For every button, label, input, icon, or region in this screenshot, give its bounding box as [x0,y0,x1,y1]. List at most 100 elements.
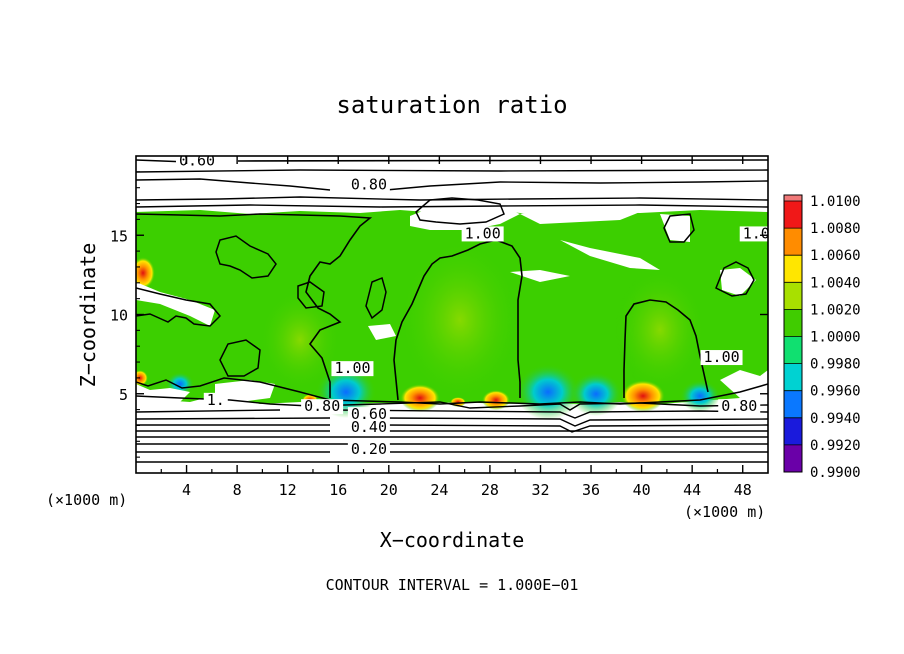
colorbar-label: 0.9900 [810,465,861,481]
plot-area: 0.600.801.00 1.001.001.001. 0.80 0.600.400.… [136,152,779,473]
colorbar-swatch [784,201,802,229]
contour-labels: 0.600.801.00 1.001.001.001. 0.80 0.600.400.… [175,152,779,458]
contour-label: 0.20 [351,440,387,458]
contour-label: 0.60 [179,152,215,170]
contour-label: 0.40 [351,418,387,436]
colorbar-swatch [784,282,802,310]
contour-line [136,196,768,201]
chart-title: saturation ratio [336,91,567,119]
contour-label-bg [739,226,768,242]
contour-label: 1.00 [334,359,370,377]
contour-line [136,377,768,405]
colorbar: 0.9900 0.9920 0.9940 0.9960 0.9980 1.0000 1.00… [783,194,861,481]
contour-label: 1.00 [704,348,740,366]
y-tick-label: 10 [110,307,128,325]
contour-label: 0.80 [304,397,340,415]
contour-label: 1.00 [743,224,779,242]
x-tick-label: 28 [481,481,499,499]
colorbar-label: 1.0060 [810,248,861,264]
colorbar-swatch [784,390,802,418]
x-axis: 4 8 12 16 20 24 28 32 36 40 44 48 [160,156,752,499]
colorbar-label: 0.9960 [810,384,861,400]
contour-label: 1.00 [465,224,501,242]
contour-label: 0.60 [351,405,387,423]
contour-line [219,339,261,377]
contour-label-bg [347,407,390,423]
colorbar-label: 0.9920 [810,438,861,454]
contour-label-bg [301,399,344,415]
x-axis-unit-right: (×1000 m) [684,503,765,521]
contour-line [215,235,277,279]
x-tick-label: 20 [380,481,398,499]
y-axis: 5 10 15 [110,171,768,458]
x-axis-label: X−coordinate [380,528,525,552]
contour-line [715,261,755,297]
colorbar-swatch [784,309,802,337]
contour-label-bg [461,226,504,242]
contour-line [297,281,325,309]
x-tick-label: 8 [233,481,242,499]
colorbar-swatch [784,444,802,472]
colorbar-swatch [784,417,802,445]
contour-line [136,409,768,419]
contour-line [136,204,768,208]
x-tick-label: 48 [734,481,752,499]
contour-interval-note: CONTOUR INTERVAL = 1.000E−01 [326,576,579,594]
contour-line [136,169,768,173]
colorbar-swatch [784,363,802,391]
x-axis-unit-left: (×1000 m) [46,491,127,509]
colorbar-label: 0.9940 [810,411,861,427]
y-tick-label: 15 [110,227,128,245]
cyan-plume [680,380,720,412]
x-tick-label: 12 [279,481,297,499]
x-tick-label: 40 [633,481,651,499]
colorbar-swatch [784,255,802,283]
contour-line [136,287,222,327]
contour-line [136,395,768,411]
red-plume [136,257,155,289]
red-plume [400,384,440,412]
contour-label-bg [347,441,390,457]
colorbar-label: 0.9980 [810,357,861,373]
y-tick-label: 5 [119,386,128,404]
x-tick-label: 4 [182,481,191,499]
contour-line [136,424,768,433]
contour-label-bg [718,399,761,415]
contour-label-bg [331,361,374,377]
cyan-plume [570,372,622,416]
red-plume [136,370,148,386]
colorbar-label: 1.0040 [810,275,861,291]
x-tick-label: 16 [329,481,347,499]
field-highlights [260,240,705,400]
colorbar-swatch [784,336,802,364]
red-plume [621,380,665,412]
contour-line [663,213,695,243]
colorbar-swatch [784,228,802,256]
x-tick-label: 36 [582,481,600,499]
x-tick-label: 32 [531,481,549,499]
contour-lines [136,159,768,463]
contour-label-bg [347,177,390,193]
x-tick-label: 24 [430,481,448,499]
contour-line [136,178,768,191]
x-tick-label: 44 [683,481,701,499]
colorbar-label: 1.0000 [810,330,861,346]
red-plume [482,390,510,410]
contour-line [623,299,709,398]
contour-label-bg [203,392,228,408]
contour-label: 0.80 [721,397,757,415]
colorbar-label: 1.0020 [810,302,861,318]
colorbar-label: 1.0080 [810,221,861,237]
contour-label: 1. [207,391,225,409]
contour-label-bg [347,419,390,435]
contour-line [136,213,373,398]
contour-line [136,417,768,427]
contour-line [393,239,523,401]
colorbar-swatch [784,195,802,201]
contour-line [415,197,505,225]
contour-line [365,276,387,320]
colorbar-label: 1.0100 [810,194,861,210]
contour-label: 0.80 [351,175,387,193]
y-axis-label: Z−coordinate [76,243,100,388]
